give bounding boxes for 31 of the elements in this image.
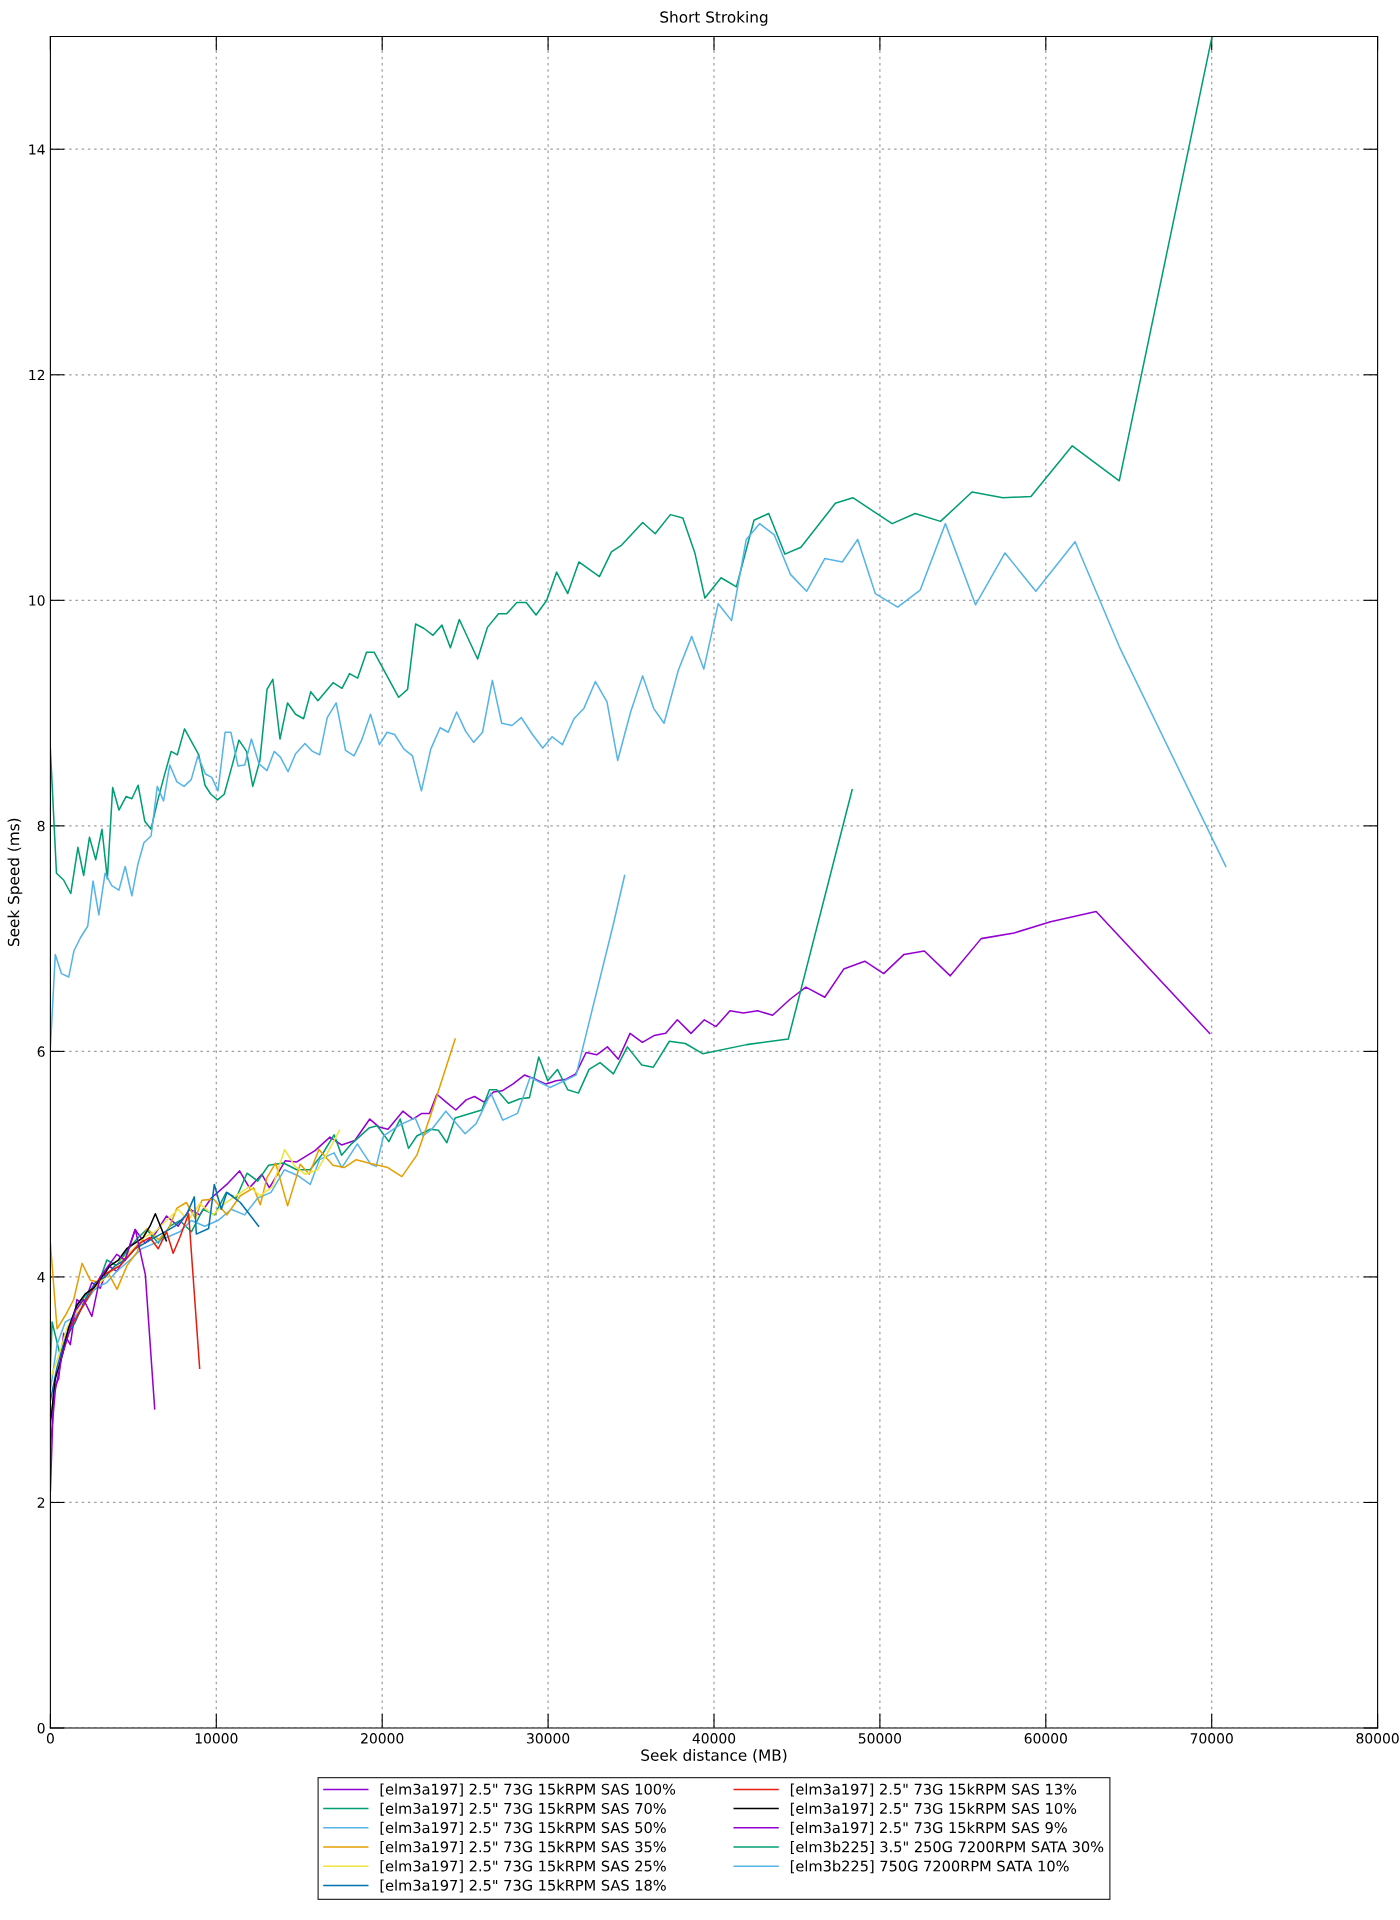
legend-label: [elm3a197] 2.5" 73G 15kRPM SAS 10% [790, 1802, 1077, 1816]
legend-label: [elm3a197] 2.5" 73G 15kRPM SAS 50% [380, 1821, 666, 1835]
x-tick-label: 60000 [1024, 1733, 1067, 1744]
legend-label: [elm3b225] 750G 7200RPM SATA 10% [790, 1860, 1069, 1874]
legend-label: [elm3b225] 3.5" 250G 7200RPM SATA 30% [790, 1841, 1104, 1855]
legend-label: [elm3a197] 2.5" 73G 15kRPM SAS 18% [380, 1879, 666, 1893]
x-tick-label: 20000 [361, 1733, 404, 1744]
y-tick-label: 6 [37, 1046, 45, 1057]
legend-label: [elm3a197] 2.5" 73G 15kRPM SAS 35% [380, 1841, 666, 1855]
x-axis-title: Seek distance (MB) [641, 1749, 787, 1763]
x-tick-label: 40000 [692, 1733, 736, 1744]
x-tick-label: 50000 [858, 1733, 902, 1744]
x-tick-label: 10000 [195, 1733, 238, 1744]
x-tick-label: 30000 [527, 1733, 570, 1744]
y-tick-label: 4 [37, 1272, 45, 1283]
x-tick-label: 80000 [1356, 1733, 1399, 1744]
y-tick-label: 2 [37, 1497, 45, 1508]
y-tick-label: 10 [29, 595, 45, 606]
y-tick-label: 0 [37, 1722, 45, 1734]
y-tick-label: 12 [29, 369, 45, 381]
y-tick-label: 14 [29, 144, 45, 155]
x-tick-label: 0 [46, 1733, 54, 1744]
y-tick-label: 8 [37, 820, 45, 832]
chart-title: Short Stroking [660, 10, 768, 26]
legend-label: [elm3a197] 2.5" 73G 15kRPM SAS 70% [380, 1802, 666, 1816]
y-axis-title: Seek Speed (ms) [7, 818, 23, 947]
legend-label: [elm3a197] 2.5" 73G 15kRPM SAS 25% [380, 1860, 666, 1874]
legend-label: [elm3a197] 2.5" 73G 15kRPM SAS 13% [790, 1783, 1077, 1797]
legend-label: [elm3a197] 2.5" 73G 15kRPM SAS 9% [790, 1821, 1067, 1835]
x-tick-label: 70000 [1190, 1733, 1233, 1744]
legend-label: [elm3a197] 2.5" 73G 15kRPM SAS 100% [380, 1783, 676, 1797]
